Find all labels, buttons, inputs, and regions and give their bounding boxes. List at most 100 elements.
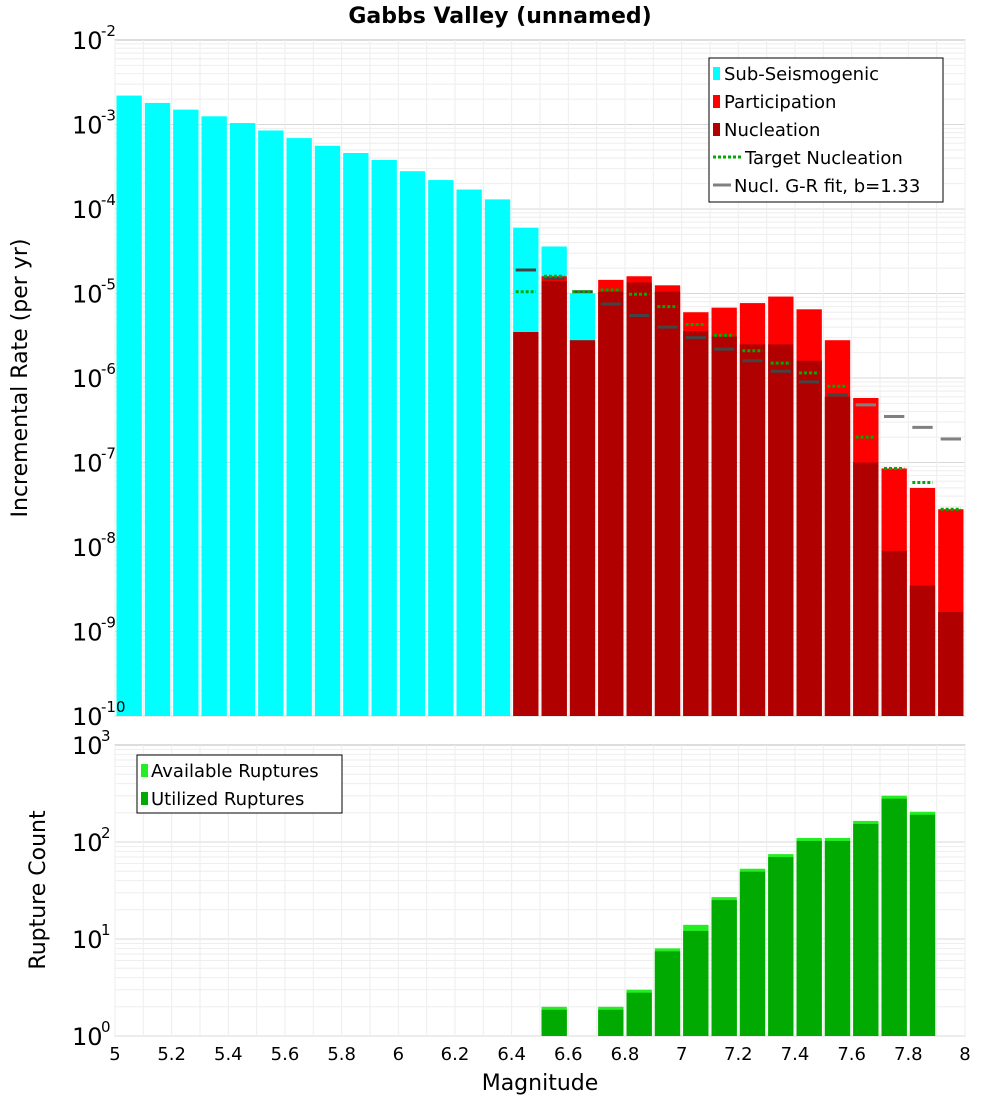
top-ytick-exp: -8 (101, 529, 116, 547)
bottom-ytick-exp: 3 (101, 727, 111, 745)
top-ytick-exp: -3 (101, 107, 116, 125)
bottom-bars (541, 795, 936, 1036)
top-ytick-base: 10 (72, 27, 103, 55)
legend-label-3: Target Nucleation (744, 148, 903, 169)
top-legend-box (708, 57, 944, 203)
legend-label-4: Nucl. G-R fit, b=1.33 (734, 176, 920, 197)
bar-utilized-ruptures-12 (909, 814, 936, 1036)
bottom-ytick-2: 102 (72, 824, 111, 857)
top-ytick-exp: -10 (101, 698, 126, 716)
bottom-ytick-exp: 1 (101, 921, 111, 939)
top-ytick-exp: -5 (101, 276, 116, 294)
bar-utilized-ruptures-4 (683, 930, 709, 1036)
bar-nucleation-8 (739, 344, 766, 716)
x-tick-label-6: 6.2 (441, 1044, 470, 1065)
bar-sub-seismogenic-1 (144, 102, 171, 717)
bottom-ytick-exp: 0 (101, 1018, 111, 1036)
bar-utilized-ruptures-9 (824, 840, 851, 1036)
top-ytick--7: 10-7 (72, 445, 116, 478)
bar-nucleation-0 (513, 332, 539, 716)
bar-nucleation-1 (541, 281, 567, 716)
bottom-ytick-base: 10 (72, 732, 103, 760)
x-tick-label-13: 7.6 (837, 1044, 866, 1065)
x-tick-label-4: 5.8 (327, 1044, 356, 1065)
x-tick-label-14: 7.8 (894, 1044, 923, 1065)
top-y-axis-label: Incremental Rate (per yr) (8, 239, 33, 518)
legend-swatch-0 (713, 67, 720, 80)
bar-utilized-ruptures-1 (598, 1009, 624, 1036)
bottom-legend-swatch-0 (141, 764, 148, 777)
bar-nucleation-7 (711, 336, 737, 716)
top-ytick-exp: -7 (101, 445, 116, 463)
top-ytick-exp: -4 (101, 191, 116, 209)
bottom-ytick-base: 10 (72, 829, 103, 857)
bar-sub-seismogenic-0 (116, 95, 142, 716)
bottom-x-ticks: 5 5.2 5.4 5.6 5.8 6 6.2 6.4 6.6 6.8 7 7.2 7.4 7.6 7.8 8 (109, 1044, 970, 1065)
bar-sub-seismogenic-6 (286, 138, 312, 716)
bottom-ytick-0: 100 (72, 1018, 111, 1051)
bar-sub-seismogenic-4 (229, 123, 256, 717)
bar-sub-seismogenic-2 (173, 109, 199, 716)
x-tick-label-8: 6.6 (554, 1044, 583, 1065)
legend-label-2: Nucleation (724, 120, 820, 141)
top-ytick-base: 10 (72, 196, 103, 224)
top-line-marks (515, 268, 961, 511)
top-ytick--3: 10-3 (72, 107, 116, 140)
x-tick-label-15: 8 (959, 1044, 970, 1065)
bottom-ytick-exp: 2 (101, 824, 111, 842)
bottom-legend: Available Ruptures Utilized Ruptures (136, 754, 343, 814)
bar-nucleation-9 (768, 344, 794, 716)
bar-utilized-ruptures-0 (541, 1009, 567, 1036)
x-tick-label-5: 6 (393, 1044, 404, 1065)
top-ytick-base: 10 (72, 281, 103, 309)
top-ytick--9: 10-9 (72, 614, 116, 647)
bar-sub-seismogenic-9 (371, 160, 397, 716)
bar-nucleation-4 (626, 282, 652, 716)
bottom-ytick-base: 10 (72, 1023, 103, 1051)
x-tick-label-3: 5.6 (271, 1044, 300, 1065)
top-ytick--6: 10-6 (72, 360, 116, 393)
bar-sub-seismogenic-12 (456, 189, 482, 716)
top-ytick--8: 10-8 (72, 529, 116, 562)
bar-nucleation-14 (909, 585, 936, 716)
bar-sub-seismogenic-5 (258, 130, 284, 716)
bottom-ytick-1: 101 (72, 921, 111, 954)
bottom-y-axis-label: Rupture Count (26, 810, 51, 970)
top-ytick-base: 10 (72, 450, 103, 478)
top-ytick-base: 10 (72, 703, 103, 731)
x-tick-label-9: 6.8 (611, 1044, 640, 1065)
bottom-ytick-3: 103 (72, 727, 111, 760)
x-tick-label-2: 5.4 (214, 1044, 243, 1065)
bar-utilized-ruptures-3 (654, 951, 681, 1036)
x-tick-label-7: 6.4 (497, 1044, 526, 1065)
legend-swatch-2 (713, 123, 720, 136)
bar-utilized-ruptures-8 (796, 840, 822, 1036)
x-tick-label-1: 5.2 (157, 1044, 186, 1065)
chart-title: Gabbs Valley (unnamed) (348, 4, 651, 29)
bottom-ytick-base: 10 (72, 926, 103, 954)
x-tick-label-11: 7.2 (724, 1044, 753, 1065)
legend-label-0: Sub-Seismogenic (724, 64, 879, 85)
bar-nucleation-12 (853, 462, 879, 716)
bottom-legend-label-0: Available Ruptures (151, 761, 319, 782)
top-ytick-base: 10 (72, 534, 103, 562)
bar-utilized-ruptures-6 (739, 871, 766, 1036)
bottom-legend-label-1: Utilized Ruptures (151, 789, 304, 810)
bar-utilized-ruptures-2 (626, 992, 652, 1036)
bar-sub-seismogenic-11 (428, 180, 454, 716)
bar-sub-seismogenic-8 (343, 152, 369, 717)
top-ytick--10: 10-10 (72, 698, 126, 731)
top-legend: Sub-Seismogenic Participation Nucleation Ta… (708, 57, 944, 203)
legend-label-1: Participation (724, 92, 836, 113)
x-tick-label-12: 7.4 (781, 1044, 810, 1065)
top-ytick--2: 10-2 (72, 22, 116, 55)
top-ytick-exp: -2 (101, 22, 116, 40)
bar-nucleation-15 (938, 612, 964, 716)
bar-nucleation-2 (569, 340, 596, 716)
bar-sub-seismogenic-7 (314, 145, 341, 717)
